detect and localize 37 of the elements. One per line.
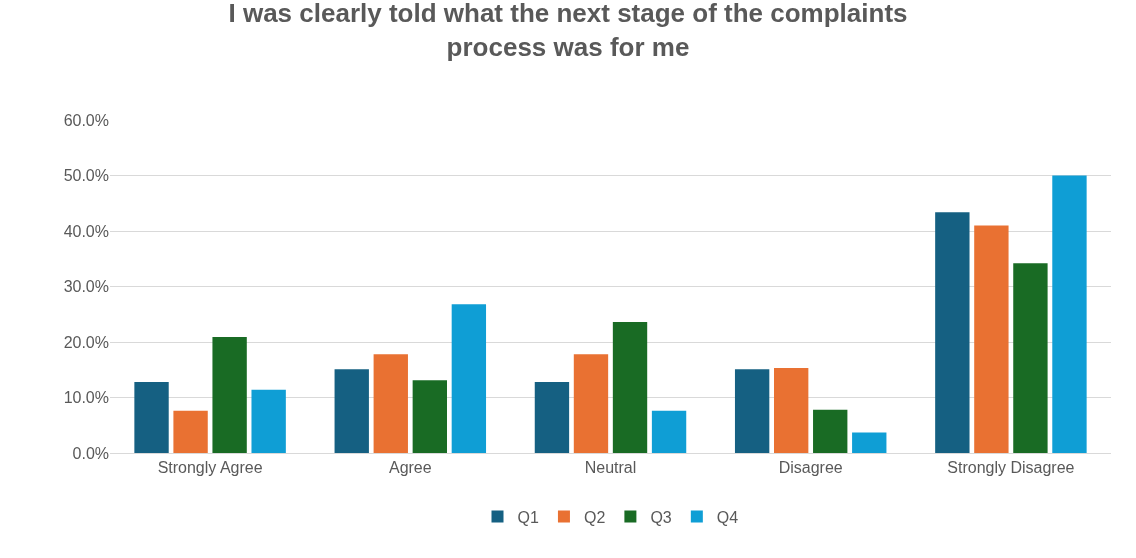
- bar: [1013, 263, 1048, 453]
- y-tick-label: 20.0%: [63, 333, 109, 351]
- bar: [134, 381, 169, 453]
- x-tick-label: Agree: [388, 459, 432, 477]
- y-tick-label: 40.0%: [63, 222, 109, 240]
- bar: [334, 369, 369, 453]
- bar: [852, 432, 887, 453]
- bar: [734, 369, 770, 453]
- bar: [651, 410, 687, 453]
- y-tick-label: 50.0%: [63, 167, 109, 185]
- x-tick-label: Strongly Agree: [157, 459, 263, 477]
- legend-label: Q3: [650, 508, 672, 526]
- y-tick-label: 60.0%: [63, 111, 109, 129]
- x-tick-label: Neutral: [584, 459, 637, 477]
- bar: [534, 381, 570, 453]
- bar: [173, 410, 208, 453]
- bar: [251, 389, 286, 453]
- x-tick-label: Strongly Disagree: [947, 459, 1075, 477]
- bar: [412, 380, 447, 453]
- bar: [573, 354, 609, 453]
- bar: [935, 212, 970, 453]
- bar: [774, 368, 809, 453]
- bar: [813, 409, 848, 453]
- bar: [1052, 175, 1087, 453]
- legend-label: Q1: [517, 508, 539, 526]
- bar: [974, 225, 1009, 453]
- x-tick-label: Disagree: [778, 459, 843, 477]
- chart-title: I was clearly told what the next stage of the complaints process was for me: [228, 0, 908, 63]
- legend-label: Q2: [583, 508, 606, 526]
- bar: [612, 322, 648, 453]
- bar: [451, 304, 487, 453]
- legend-label: Q4: [716, 508, 739, 526]
- bar: [373, 354, 408, 453]
- bar: [212, 337, 247, 453]
- y-tick-label: 10.0%: [63, 389, 109, 407]
- y-tick-label: 30.0%: [63, 278, 109, 296]
- y-tick-label: 0.0%: [72, 444, 109, 462]
